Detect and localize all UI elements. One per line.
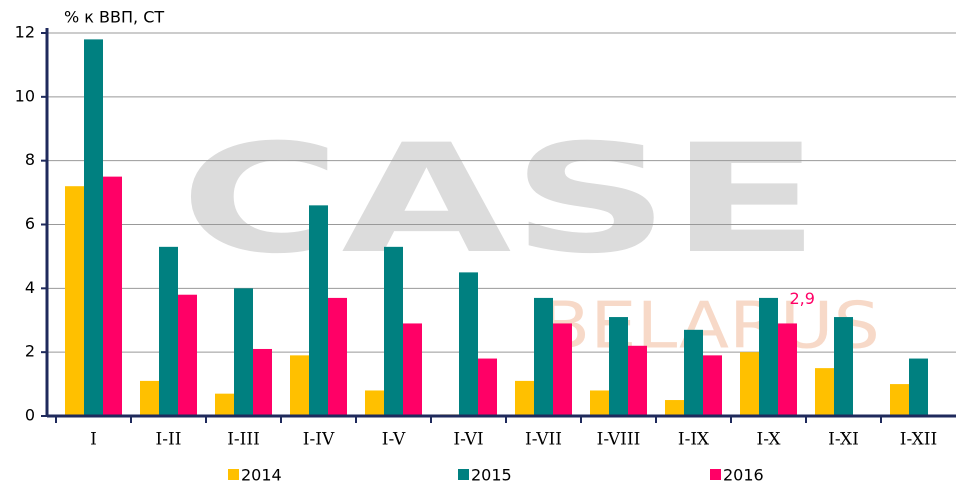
- legend-label: 2014: [241, 466, 282, 485]
- bar: [590, 390, 609, 416]
- x-tick-label: I-XI: [828, 430, 859, 450]
- legend-swatch: [710, 469, 721, 480]
- bar: [628, 345, 647, 416]
- bar: [234, 288, 253, 416]
- bar: [909, 358, 928, 416]
- legend-label: 2015: [471, 466, 512, 485]
- bar: [140, 380, 159, 416]
- bar: [740, 352, 759, 416]
- bar: [778, 323, 797, 416]
- x-tick-label: I-III: [227, 430, 260, 450]
- bar: [665, 400, 684, 416]
- bar: [365, 390, 384, 416]
- y-tick-label: 2: [25, 342, 35, 361]
- bar: [253, 348, 272, 416]
- legend-label: 2016: [723, 466, 764, 485]
- bar: [384, 246, 403, 416]
- x-tick-label: I: [90, 430, 97, 450]
- value-label: 2,9: [790, 289, 815, 308]
- bar: [309, 205, 328, 416]
- y-tick-label: 12: [15, 23, 35, 42]
- bar: [515, 380, 534, 416]
- x-tick-label: I-IX: [678, 430, 710, 450]
- bar: [759, 297, 778, 416]
- watermark-sub: BELARUS: [540, 290, 880, 364]
- y-tick-label: 4: [25, 278, 35, 297]
- bar: [215, 393, 234, 416]
- x-tick-label: I-XII: [900, 430, 937, 450]
- y-axis-label: % к ВВП, СТ: [64, 8, 164, 27]
- bar: [65, 186, 84, 416]
- bar: [534, 297, 553, 416]
- bar: [890, 384, 909, 416]
- x-tick-label: I-IV: [303, 430, 335, 450]
- x-tick-label: I-II: [156, 430, 182, 450]
- x-tick-label: I-V: [382, 430, 406, 450]
- bar: [178, 294, 197, 416]
- bar: [684, 329, 703, 416]
- x-tick-label: I-VIII: [597, 430, 641, 450]
- legend-swatch: [458, 469, 469, 480]
- bar: [834, 317, 853, 416]
- y-tick-label: 10: [15, 86, 35, 105]
- watermark: CASE: [180, 113, 820, 287]
- bar: [103, 176, 122, 416]
- y-tick-label: 8: [25, 150, 35, 169]
- bar: [553, 323, 572, 416]
- bar: [703, 355, 722, 416]
- bar: [290, 355, 309, 416]
- bar: [403, 323, 422, 416]
- bar: [815, 368, 834, 416]
- bar: [478, 358, 497, 416]
- bar: [459, 272, 478, 416]
- bar: [609, 317, 628, 416]
- y-tick-label: 6: [25, 214, 35, 233]
- bar: [159, 246, 178, 416]
- x-tick-label: I-VII: [525, 430, 562, 450]
- bar: [328, 297, 347, 416]
- y-tick-label: 0: [25, 406, 35, 425]
- x-tick-label: I-X: [757, 430, 782, 450]
- bar: [84, 39, 103, 417]
- legend-swatch: [228, 469, 239, 480]
- x-tick-label: I-VI: [453, 430, 483, 450]
